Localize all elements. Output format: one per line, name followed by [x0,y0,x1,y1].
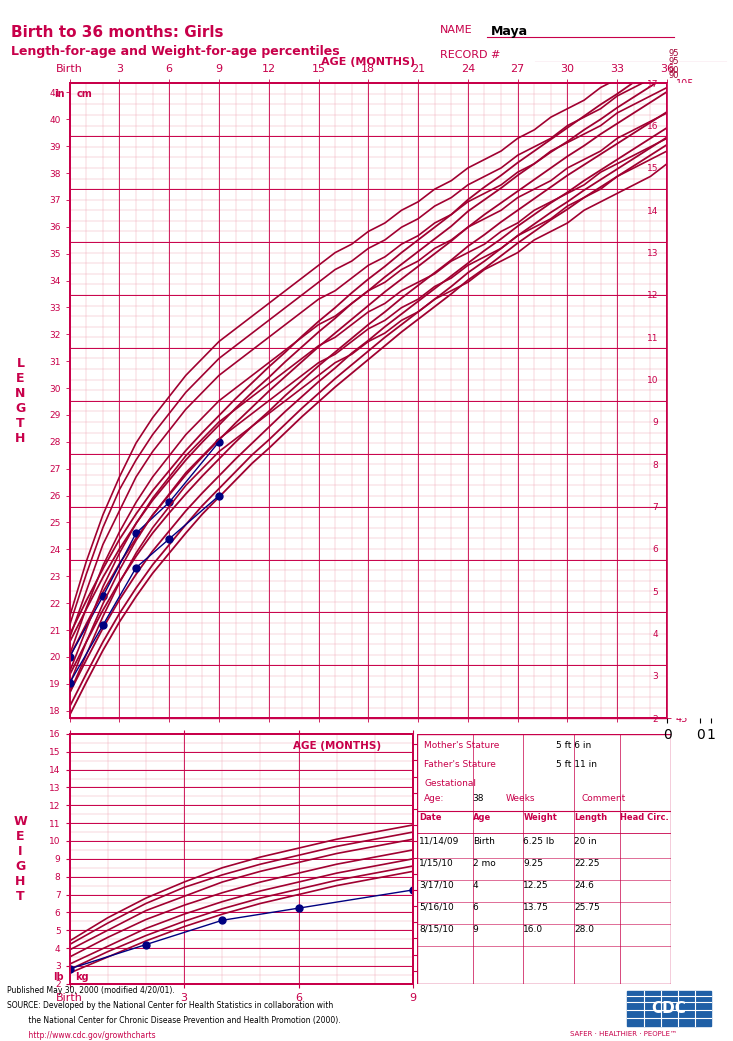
Text: 90: 90 [668,66,679,75]
Text: 10: 10 [668,147,679,155]
Text: 95: 95 [668,56,679,66]
Text: 5: 5 [668,141,674,149]
Text: Length-for-age and Weight-for-age percentiles: Length-for-age and Weight-for-age percen… [11,45,339,58]
Text: 16.0: 16.0 [523,924,544,934]
Text: 12.25: 12.25 [523,881,549,890]
Text: in: in [54,88,65,99]
Text: SOURCE: Developed by the National Center for Health Statistics in collaboration : SOURCE: Developed by the National Center… [7,1000,334,1010]
Text: cm: cm [675,88,691,99]
Text: 50: 50 [668,107,679,117]
Text: 38: 38 [473,794,485,803]
Text: Length: Length [574,813,608,822]
Text: Date: Date [419,813,442,822]
Text: 1/15/10: 1/15/10 [419,859,454,868]
Text: 90: 90 [668,72,679,80]
Text: 22.25: 22.25 [574,859,600,868]
Text: 9: 9 [473,924,479,934]
Text: 4: 4 [473,881,479,890]
Text: 5 ft 11 in: 5 ft 11 in [556,760,597,769]
Text: Age:: Age: [424,794,445,803]
Text: 13.75: 13.75 [523,903,549,912]
Text: AGE (MONTHS): AGE (MONTHS) [321,57,416,68]
Text: 11/14/09: 11/14/09 [419,837,460,846]
Text: Birth to 36 months: Girls: Birth to 36 months: Girls [11,25,224,40]
Text: Head Circ.: Head Circ. [620,813,668,822]
Text: 2 mo: 2 mo [473,859,496,868]
Text: Published May 30, 2000 (modified 4/20/01).: Published May 30, 2000 (modified 4/20/01… [7,986,175,995]
Text: CDC: CDC [652,1001,686,1016]
Text: W
E
I
G
H
T: W E I G H T [706,357,719,445]
Text: kg: kg [75,972,89,982]
Text: 95: 95 [668,49,679,58]
Text: NAME: NAME [440,25,473,35]
Text: 6: 6 [473,903,479,912]
Text: 75: 75 [668,87,679,96]
Text: Father's Stature: Father's Stature [424,760,496,769]
Text: Comment: Comment [582,794,626,803]
Text: 20 in: 20 in [574,837,597,846]
Text: the National Center for Chronic Disease Prevention and Health Promotion (2000).: the National Center for Chronic Disease … [7,1016,341,1024]
Bar [627,991,711,1025]
Text: Maya: Maya [491,25,528,37]
Text: 9.25: 9.25 [523,859,543,868]
Text: 3/17/10: 3/17/10 [419,881,454,890]
Text: Mother's Stature: Mother's Stature [424,741,500,751]
Text: 28.0: 28.0 [574,924,594,934]
Text: 75: 75 [668,83,679,92]
Text: 50: 50 [668,108,679,118]
Text: RECORD #: RECORD # [440,50,500,60]
Text: 8/15/10: 8/15/10 [419,924,454,934]
Text: http://www.cdc.gov/growthcharts: http://www.cdc.gov/growthcharts [7,1031,156,1040]
Text: lb: lb [54,972,64,982]
Text: cm: cm [76,88,92,99]
Text: 25.75: 25.75 [574,903,600,912]
Text: 25: 25 [668,123,679,132]
Text: 6.25 lb: 6.25 lb [523,837,555,846]
Text: 10: 10 [668,133,679,142]
Text: Gestational: Gestational [424,779,476,788]
Text: Weight: Weight [523,813,557,822]
Text: Weeks: Weeks [506,794,535,803]
Text: W
E
I
G
H
T: W E I G H T [14,815,27,903]
Text: 5 ft 6 in: 5 ft 6 in [556,741,592,751]
Text: Birth: Birth [473,837,495,846]
Text: in: in [687,88,697,99]
Text: 24.6: 24.6 [574,881,594,890]
Text: 5/16/10: 5/16/10 [419,903,454,912]
Text: Age: Age [473,813,491,822]
Text: SAFER · HEALTHIER · PEOPLE™: SAFER · HEALTHIER · PEOPLE™ [570,1031,677,1037]
Text: 5: 5 [668,159,674,169]
Text: AGE (MONTHS): AGE (MONTHS) [292,741,381,751]
Text: 25: 25 [668,134,679,143]
Text: L
E
N
G
T
H: L E N G T H [15,357,26,445]
